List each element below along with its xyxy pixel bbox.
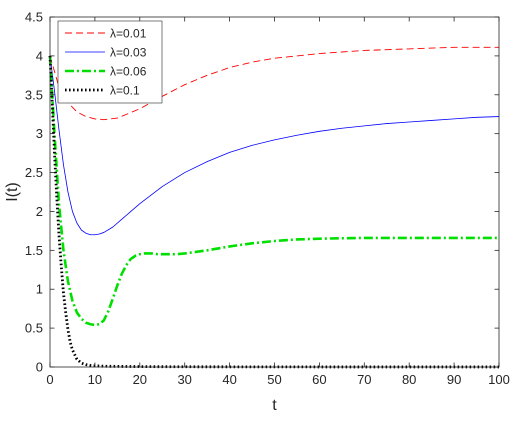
legend-label-1: λ=0.01 (110, 27, 147, 41)
y-tick-label: 2 (36, 204, 43, 219)
ticks-layer: 0 10 20 30 40 50 60 70 80 90 100 0 0.5 1 1.5 2 2.5 3 3.5 4 4… (25, 10, 510, 388)
legend: λ=0.01 λ=0.03 λ=0.06 λ=0.1 (57, 20, 163, 104)
legend-label-2: λ=0.03 (110, 46, 147, 60)
series-line-3 (48, 55, 499, 327)
x-tick-label: 0 (46, 372, 53, 387)
y-tick-label: 1 (36, 282, 43, 297)
x-tick-label: 70 (357, 372, 371, 387)
legend-label-3: λ=0.06 (110, 65, 147, 79)
x-tick-label: 100 (488, 372, 510, 387)
series-line-1 (49, 46, 499, 121)
y-tick-label: 0.5 (25, 321, 43, 336)
x-tick-label: 10 (88, 372, 102, 387)
x-tick-label: 50 (267, 372, 281, 387)
series-line-4 (48, 55, 499, 369)
y-tick-label: 3.5 (25, 87, 43, 102)
x-tick-label: 40 (222, 372, 236, 387)
x-tick-label: 30 (177, 372, 191, 387)
y-tick-label: 1.5 (25, 243, 43, 258)
x-tick-label: 60 (312, 372, 326, 387)
y-tick-label: 4.5 (25, 10, 43, 25)
x-axis-label: t (272, 397, 277, 414)
series-layer (48, 46, 500, 369)
series-line-2 (49, 55, 500, 236)
legend-label-4: λ=0.1 (110, 84, 140, 98)
y-tick-label: 3 (36, 126, 43, 141)
legend-box (57, 20, 163, 104)
y-axis-label: I(t) (4, 182, 21, 202)
y-tick-label: 4 (36, 48, 43, 63)
x-tick-label: 90 (447, 372, 461, 387)
y-tick-label: 2.5 (25, 165, 43, 180)
x-tick-label: 80 (402, 372, 416, 387)
x-tick-label: 20 (133, 372, 147, 387)
y-tick-label: 0 (36, 360, 43, 375)
